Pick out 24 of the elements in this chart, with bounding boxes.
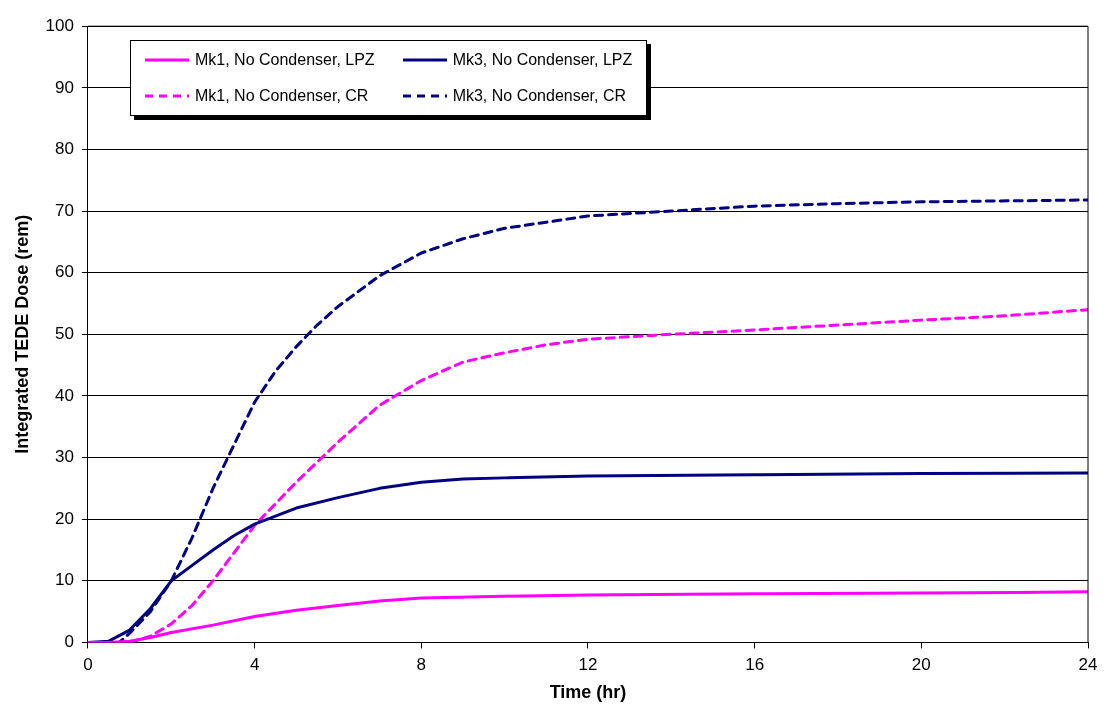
x-tick-label: 0 [83, 654, 93, 674]
x-tick-label: 24 [1078, 654, 1098, 674]
y-tick-label: 90 [55, 77, 74, 97]
y-tick-label: 60 [55, 262, 74, 282]
x-tick-label: 12 [578, 654, 598, 674]
y-tick-label: 100 [45, 15, 74, 35]
x-tick-label: 4 [249, 654, 260, 674]
y-tick-label: 50 [55, 323, 74, 343]
y-tick-label: 0 [64, 632, 74, 652]
legend-label: Mk1, No Condenser, CR [195, 87, 369, 105]
x-axis-title: Time (hr) [549, 682, 627, 703]
y-axis-title: Integrated TEDE Dose (rem) [11, 214, 32, 454]
y-tick-label: 40 [55, 385, 74, 405]
legend-label: Mk3, No Condenser, CR [452, 87, 627, 105]
legend-label: Mk1, No Condenser, LPZ [195, 51, 375, 69]
y-tick-label: 30 [55, 447, 74, 467]
legend-label: Mk3, No Condenser, LPZ [452, 51, 633, 69]
x-tick-label: 16 [745, 654, 765, 674]
y-tick-label: 20 [55, 508, 74, 528]
y-tick-label: 80 [55, 139, 74, 159]
x-tick-label: 20 [911, 654, 931, 674]
y-tick-label: 10 [55, 570, 74, 590]
y-tick-label: 70 [55, 200, 74, 220]
x-tick-label: 8 [416, 654, 427, 674]
